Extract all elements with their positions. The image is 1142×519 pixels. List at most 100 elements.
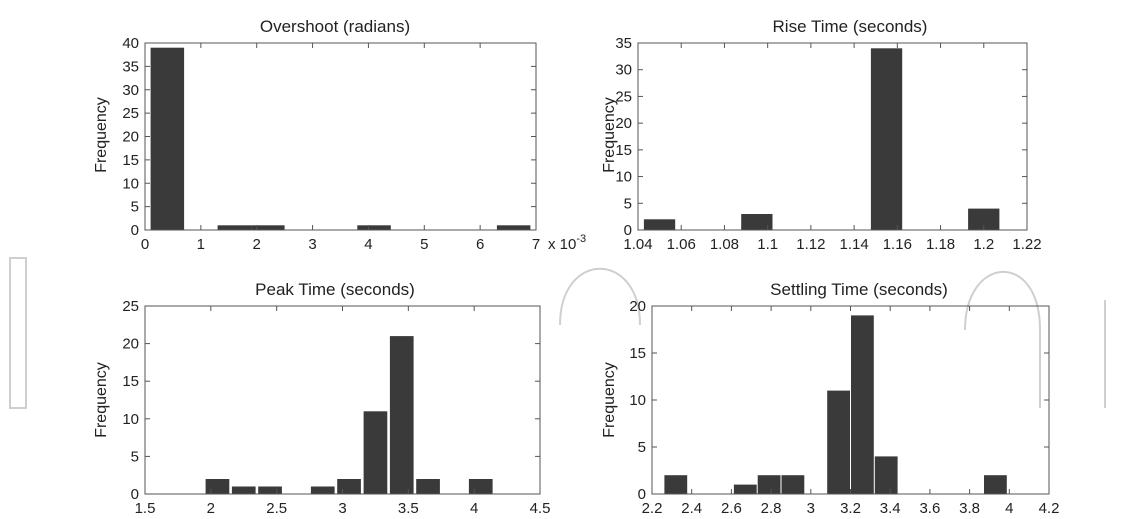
- chart-title: Rise Time (seconds): [773, 17, 928, 36]
- x-tick-label: 1.16: [883, 236, 912, 253]
- x-tick-label: 3.4: [880, 500, 901, 517]
- x-tick-label: 3.6: [919, 500, 940, 517]
- y-axis: 0 5 10 15 20 25: [122, 298, 540, 503]
- y-tick-label: 10: [122, 175, 139, 192]
- histogram-bar: [984, 475, 1007, 494]
- y-tick-label: 5: [638, 439, 646, 456]
- x-tick-label: 1.14: [840, 236, 869, 253]
- y-tick-label: 25: [122, 298, 139, 315]
- plot-frame: [144, 42, 537, 231]
- y-axis-label: Frequency: [601, 97, 618, 173]
- x-tick-label: 1: [197, 236, 205, 253]
- x-axis: 2.2 2.4 2.6 2.8 3 3.2 3.4 3.6 3.8 4 4.2: [642, 306, 1060, 517]
- histogram-bar: [251, 225, 285, 230]
- x-tick-label: 2.8: [761, 500, 782, 517]
- x-tick-label: 2.6: [721, 500, 742, 517]
- histogram-bar: [496, 225, 531, 230]
- chart-title: Overshoot (radians): [260, 17, 410, 36]
- y-tick-label: 20: [629, 298, 646, 315]
- multiplier-exponent: -3: [576, 233, 586, 245]
- histogram-bar: [664, 475, 688, 494]
- histogram-bar: [643, 219, 676, 230]
- x-tick-label: 4: [364, 236, 372, 253]
- y-axis-label: Frequency: [93, 97, 110, 173]
- y-tick-label: 5: [131, 448, 139, 465]
- y-tick-label: 15: [629, 345, 646, 362]
- x-tick-label: 0: [141, 236, 149, 253]
- x-tick-label: 3: [308, 236, 316, 253]
- histogram-bar: [968, 208, 1000, 230]
- chart-title: Settling Time (seconds): [770, 280, 948, 299]
- x-tick-label: 7: [532, 236, 540, 253]
- x-tick-label: 3.5: [398, 500, 419, 517]
- x-tick-label: 5: [420, 236, 428, 253]
- y-tick-label: 0: [638, 486, 646, 503]
- chart-title: Peak Time (seconds): [255, 280, 415, 299]
- x-axis: 1.5 2 2.5 3 3.5 4 4.5: [135, 306, 550, 517]
- histogram-bar: [205, 479, 230, 494]
- x-tick-label: 2.5: [266, 500, 287, 517]
- x-tick-label: 1.1: [757, 236, 778, 253]
- histogram-bar: [337, 479, 361, 494]
- watermark-logo: [9, 257, 1106, 409]
- y-tick-label: 5: [624, 195, 632, 212]
- x-tick-label: 4: [470, 500, 478, 517]
- x-tick-label: 3.8: [959, 500, 980, 517]
- x-tick-label: 4.2: [1039, 500, 1060, 517]
- y-tick-label: 20: [615, 115, 632, 132]
- histogram-settling-time: Settling Time (seconds) Frequency 2.2 2.4…: [601, 280, 1059, 517]
- x-tick-label: 2: [253, 236, 261, 253]
- x-tick-label: 3: [807, 500, 815, 517]
- x-tick-label: 1.12: [796, 236, 825, 253]
- x-tick-label: 3: [338, 500, 346, 517]
- histogram-bar: [757, 475, 781, 494]
- histogram-bar: [851, 315, 874, 494]
- plot-frame: [651, 305, 1050, 495]
- x-tick-label: 3.2: [840, 500, 861, 517]
- y-axis: 0 5 10 15 20 25 30 35 40: [122, 35, 536, 239]
- histogram-bar: [874, 456, 898, 494]
- x-tick-label: 1.2: [973, 236, 994, 253]
- bar-group: [664, 315, 1007, 494]
- histogram-bar: [870, 48, 903, 230]
- y-tick-label: 20: [122, 129, 139, 146]
- x-tick-label: 1.04: [623, 236, 652, 253]
- histogram-bar: [827, 390, 850, 494]
- histogram-bar: [363, 411, 388, 494]
- y-tick-label: 40: [122, 35, 139, 52]
- y-tick-label: 15: [122, 152, 139, 169]
- x-tick-label: 1.5: [135, 500, 156, 517]
- y-axis-label: Frequency: [601, 362, 618, 438]
- histogram-bar: [357, 225, 391, 230]
- y-tick-label: 20: [122, 336, 139, 353]
- histogram-bar: [741, 214, 773, 230]
- x-tick-label: 4: [1005, 500, 1013, 517]
- x-tick-label: 1.22: [1012, 236, 1041, 253]
- y-tick-label: 0: [624, 222, 632, 239]
- histogram-bar: [389, 336, 414, 494]
- histogram-bar: [416, 479, 440, 494]
- y-tick-label: 15: [122, 373, 139, 390]
- histogram-bar: [733, 484, 757, 494]
- x-tick-label: 1.06: [667, 236, 696, 253]
- histogram-rise-time: Rise Time (seconds) Frequency 1.04 1.06 1.…: [601, 17, 1042, 253]
- x-tick-label: 1.18: [926, 236, 955, 253]
- y-tick-label: 35: [122, 58, 139, 75]
- x-axis: 0 1 2 3 4 5 6 7: [141, 43, 540, 253]
- histogram-bar: [310, 486, 335, 494]
- histogram-bar: [468, 479, 493, 494]
- y-axis-label: Frequency: [93, 362, 110, 438]
- histogram-bar: [150, 47, 185, 231]
- y-tick-label: 10: [615, 169, 632, 186]
- x-tick-label: 2.4: [681, 500, 702, 517]
- histogram-bar: [231, 486, 256, 494]
- plot-frame: [144, 305, 541, 495]
- y-tick-label: 0: [131, 222, 139, 239]
- bar-group: [643, 48, 1000, 230]
- y-axis: 0 5 10 15 20 25 30 35: [615, 35, 1027, 239]
- y-tick-label: 35: [615, 35, 632, 52]
- multiplier-base: x 10: [548, 236, 576, 253]
- y-tick-label: 30: [122, 82, 139, 99]
- x-tick-label: 1.08: [710, 236, 739, 253]
